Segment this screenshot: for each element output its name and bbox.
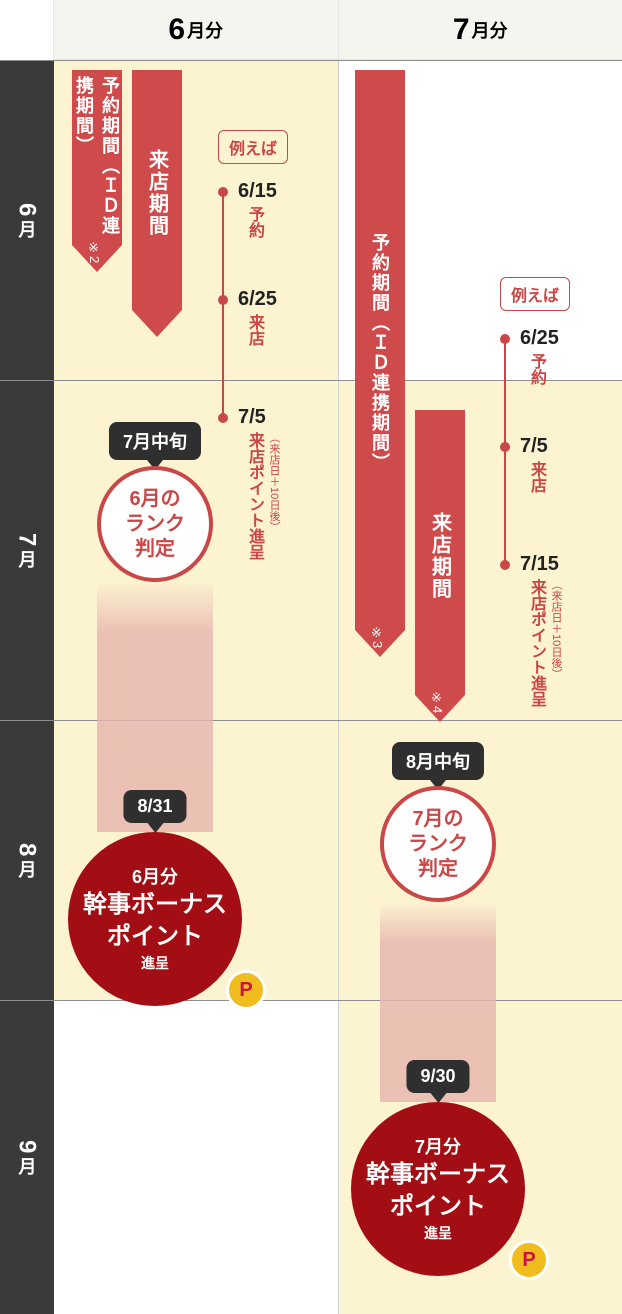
- example-line: [504, 337, 506, 567]
- bonus-date-pill: 9/30: [406, 1060, 469, 1093]
- footnote-ref: ※4: [430, 691, 445, 713]
- example-word: 来店ポイント進呈: [242, 432, 266, 560]
- example-date: 6/15: [238, 180, 277, 203]
- example-word: 予約: [524, 353, 548, 385]
- example-date: 7/5: [520, 435, 548, 458]
- footnote-ref: ※2: [87, 241, 102, 263]
- example-date: 7/5: [238, 406, 266, 429]
- rank-date-pill: 8月中旬: [392, 742, 484, 780]
- example-tag: 例えば: [218, 130, 288, 164]
- example-paren: （来店日＋10日後）: [266, 432, 282, 532]
- footnote-ref: ※3: [370, 626, 385, 648]
- example-dot: [218, 413, 228, 423]
- example-word: 来店: [242, 314, 266, 346]
- rank-wrap: 7月のランク判定: [380, 786, 496, 902]
- example-word: 予約: [242, 206, 266, 238]
- rank-wrap: 6月のランク判定: [97, 466, 213, 582]
- example-line: [222, 190, 224, 420]
- period-bar-label: 来店期間: [132, 76, 182, 310]
- bonus-circle: 6月分幹事ボーナスポイント進呈: [68, 832, 242, 1006]
- bonus-circle: 7月分幹事ボーナスポイント進呈: [351, 1102, 525, 1276]
- example-dot: [500, 442, 510, 452]
- example-dot: [218, 187, 228, 197]
- period-bar-3: 来店期間: [415, 410, 465, 723]
- example-dot: [218, 295, 228, 305]
- example-paren: （来店日＋10日後）: [548, 579, 564, 679]
- rank-date-pill: 7月中旬: [109, 422, 201, 460]
- period-bar-label: 予約期間（ＩＤ連携期間）: [355, 76, 405, 630]
- example-dot: [500, 560, 510, 570]
- period-bar-2: 予約期間（ＩＤ連携期間）: [355, 70, 405, 658]
- period-bar-label: 予約期間（ＩＤ連携期間）: [72, 76, 122, 245]
- example-tag: 例えば: [500, 277, 570, 311]
- example-date: 6/25: [238, 288, 277, 311]
- example-dot: [500, 334, 510, 344]
- rank-circle: 6月のランク判定: [97, 466, 213, 582]
- point-coin-icon: P: [226, 970, 266, 1010]
- period-bar-label: 来店期間: [415, 416, 465, 695]
- example-word: 来店: [524, 461, 548, 493]
- example-date: 6/25: [520, 327, 559, 350]
- example-date: 7/15: [520, 553, 559, 576]
- schedule-chart: 6月分7月分6月7月8月9月予約期間（ＩＤ連携期間）※2来店期間予約期間（ＩＤ連…: [0, 0, 622, 1314]
- rank-circle: 7月のランク判定: [380, 786, 496, 902]
- overlay: 予約期間（ＩＤ連携期間）※2来店期間予約期間（ＩＤ連携期間）※3来店期間※4例え…: [0, 0, 622, 1314]
- point-coin-icon: P: [509, 1240, 549, 1280]
- example-word: 来店ポイント進呈: [524, 579, 548, 707]
- bonus-date-pill: 8/31: [123, 790, 186, 823]
- period-bar-1: 来店期間: [132, 70, 182, 338]
